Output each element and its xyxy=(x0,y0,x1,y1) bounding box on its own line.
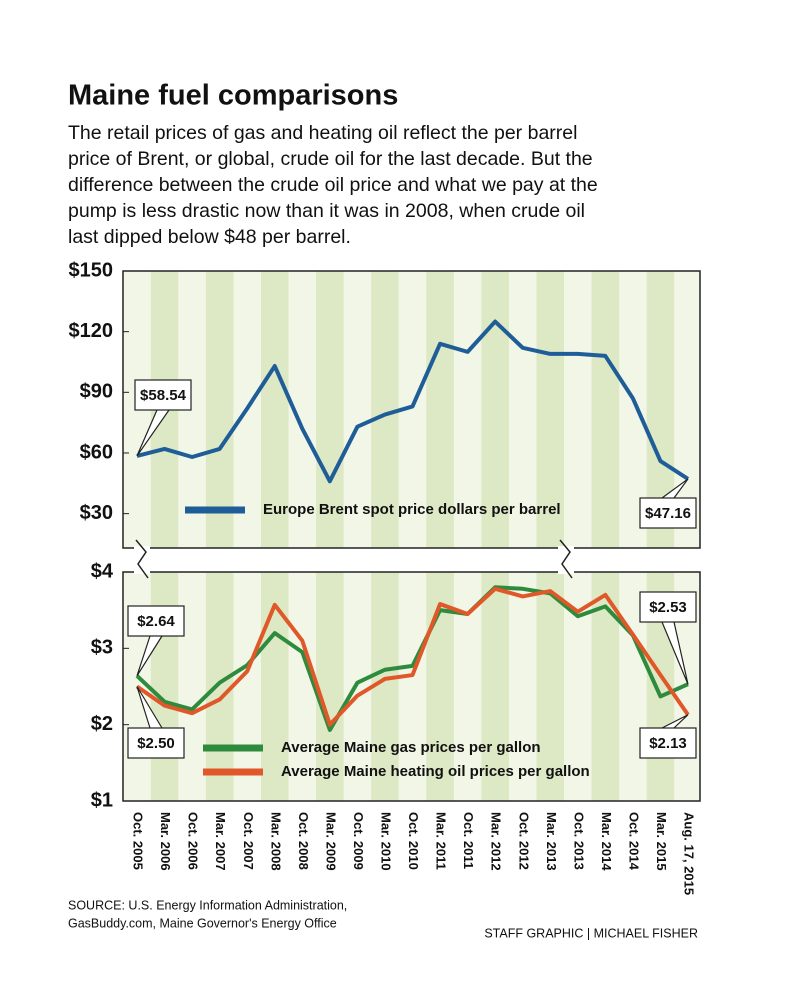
x-tick-label: Mar. 2015 xyxy=(654,812,669,871)
legend-label: Average Maine gas prices per gallon xyxy=(281,739,541,756)
line xyxy=(135,586,690,727)
plot-frame xyxy=(122,571,701,802)
legend-label: Europe Brent spot price dollars per barr… xyxy=(263,501,561,518)
y-tick-label: $150 xyxy=(69,259,114,281)
callout-pointer xyxy=(136,686,163,729)
x-tick-label: Oct. 2014 xyxy=(626,812,641,871)
stripe xyxy=(343,271,372,548)
stripe xyxy=(564,271,592,548)
value-label: $2.13 xyxy=(649,735,687,752)
stripe xyxy=(453,271,482,548)
x-tick-label: Mar. 2008 xyxy=(268,812,283,871)
x-tick-label: Oct. 2009 xyxy=(351,812,366,870)
source: GasBuddy.com, Maine Governor's Energy Of… xyxy=(68,916,337,930)
y-tick-label: $4 xyxy=(91,560,114,582)
value-label: $2.53 xyxy=(649,599,687,616)
subtitle: The retail prices of gas and heating oil… xyxy=(68,122,577,144)
line xyxy=(136,319,690,484)
callout-pointer xyxy=(661,714,689,729)
x-tick-label: Oct. 2005 xyxy=(131,812,146,870)
x-tick-label: Mar. 2010 xyxy=(379,812,394,871)
subtitle: difference between the crude oil price a… xyxy=(68,174,598,196)
axis-break xyxy=(559,539,573,579)
callout-pointer xyxy=(661,621,689,685)
y-tick-label: $2 xyxy=(91,713,113,735)
x-tick-label: Mar. 2011 xyxy=(434,812,449,870)
x-tick-label: Oct. 2006 xyxy=(186,812,201,870)
legend-label: Average Maine heating oil prices per gal… xyxy=(281,763,590,780)
source: SOURCE: U.S. Energy Information Administ… xyxy=(68,898,347,912)
x-tick-label: Oct. 2012 xyxy=(516,812,531,870)
subtitle: last dipped below $48 per barrel. xyxy=(68,226,351,248)
x-tick-label: Oct. 2007 xyxy=(241,812,256,870)
x-tick-label: Mar. 2012 xyxy=(489,812,504,871)
value-label: $58.54 xyxy=(140,387,187,404)
callout-box xyxy=(639,727,697,759)
y-tick-label: $3 xyxy=(91,637,113,659)
value-label: $2.50 xyxy=(137,735,175,752)
y-tick-label: $60 xyxy=(80,441,113,463)
subtitle: price of Brent, or global, crude oil for… xyxy=(68,148,593,170)
x-tick-label: Mar. 2006 xyxy=(158,812,173,871)
callout-box xyxy=(639,497,697,529)
x-tick-label: Aug. 17, 2015 xyxy=(682,812,697,895)
x-tick-label: Oct. 2011 xyxy=(461,812,476,869)
value-label: $2.64 xyxy=(137,613,175,630)
credit: STAFF GRAPHIC | MICHAEL FISHER xyxy=(484,926,698,940)
axis-break xyxy=(135,539,149,579)
x-tick-label: Oct. 2010 xyxy=(406,812,421,870)
title: Maine fuel comparisons xyxy=(68,80,398,112)
callout-box xyxy=(127,727,185,759)
stripe xyxy=(288,572,317,801)
callout-pointer xyxy=(136,409,170,457)
x-tick-label: Oct. 2013 xyxy=(571,812,586,870)
callout-pointer xyxy=(661,478,689,499)
y-tick-label: $120 xyxy=(69,320,114,342)
stripe xyxy=(508,271,537,548)
plot-frame xyxy=(122,270,701,549)
subtitle: pump is less drastic now than it was in … xyxy=(68,200,585,222)
callout-box xyxy=(639,591,697,623)
y-tick-label: $1 xyxy=(91,789,113,811)
stripe xyxy=(398,572,427,801)
x-tick-label: Mar. 2007 xyxy=(213,812,228,871)
callout-box xyxy=(134,379,192,411)
y-tick-label: $30 xyxy=(80,502,113,524)
x-tick-label: Mar. 2009 xyxy=(323,812,338,871)
callout-pointer xyxy=(136,635,163,677)
x-tick-label: Oct. 2008 xyxy=(296,812,311,870)
x-tick-label: Mar. 2013 xyxy=(544,812,559,871)
stripe xyxy=(508,572,537,801)
x-tick-label: Mar. 2014 xyxy=(599,812,614,871)
stripe xyxy=(233,572,261,801)
value-label: $47.16 xyxy=(645,505,691,522)
y-tick-label: $90 xyxy=(80,381,113,403)
line xyxy=(135,585,689,733)
callout-box xyxy=(127,605,185,637)
